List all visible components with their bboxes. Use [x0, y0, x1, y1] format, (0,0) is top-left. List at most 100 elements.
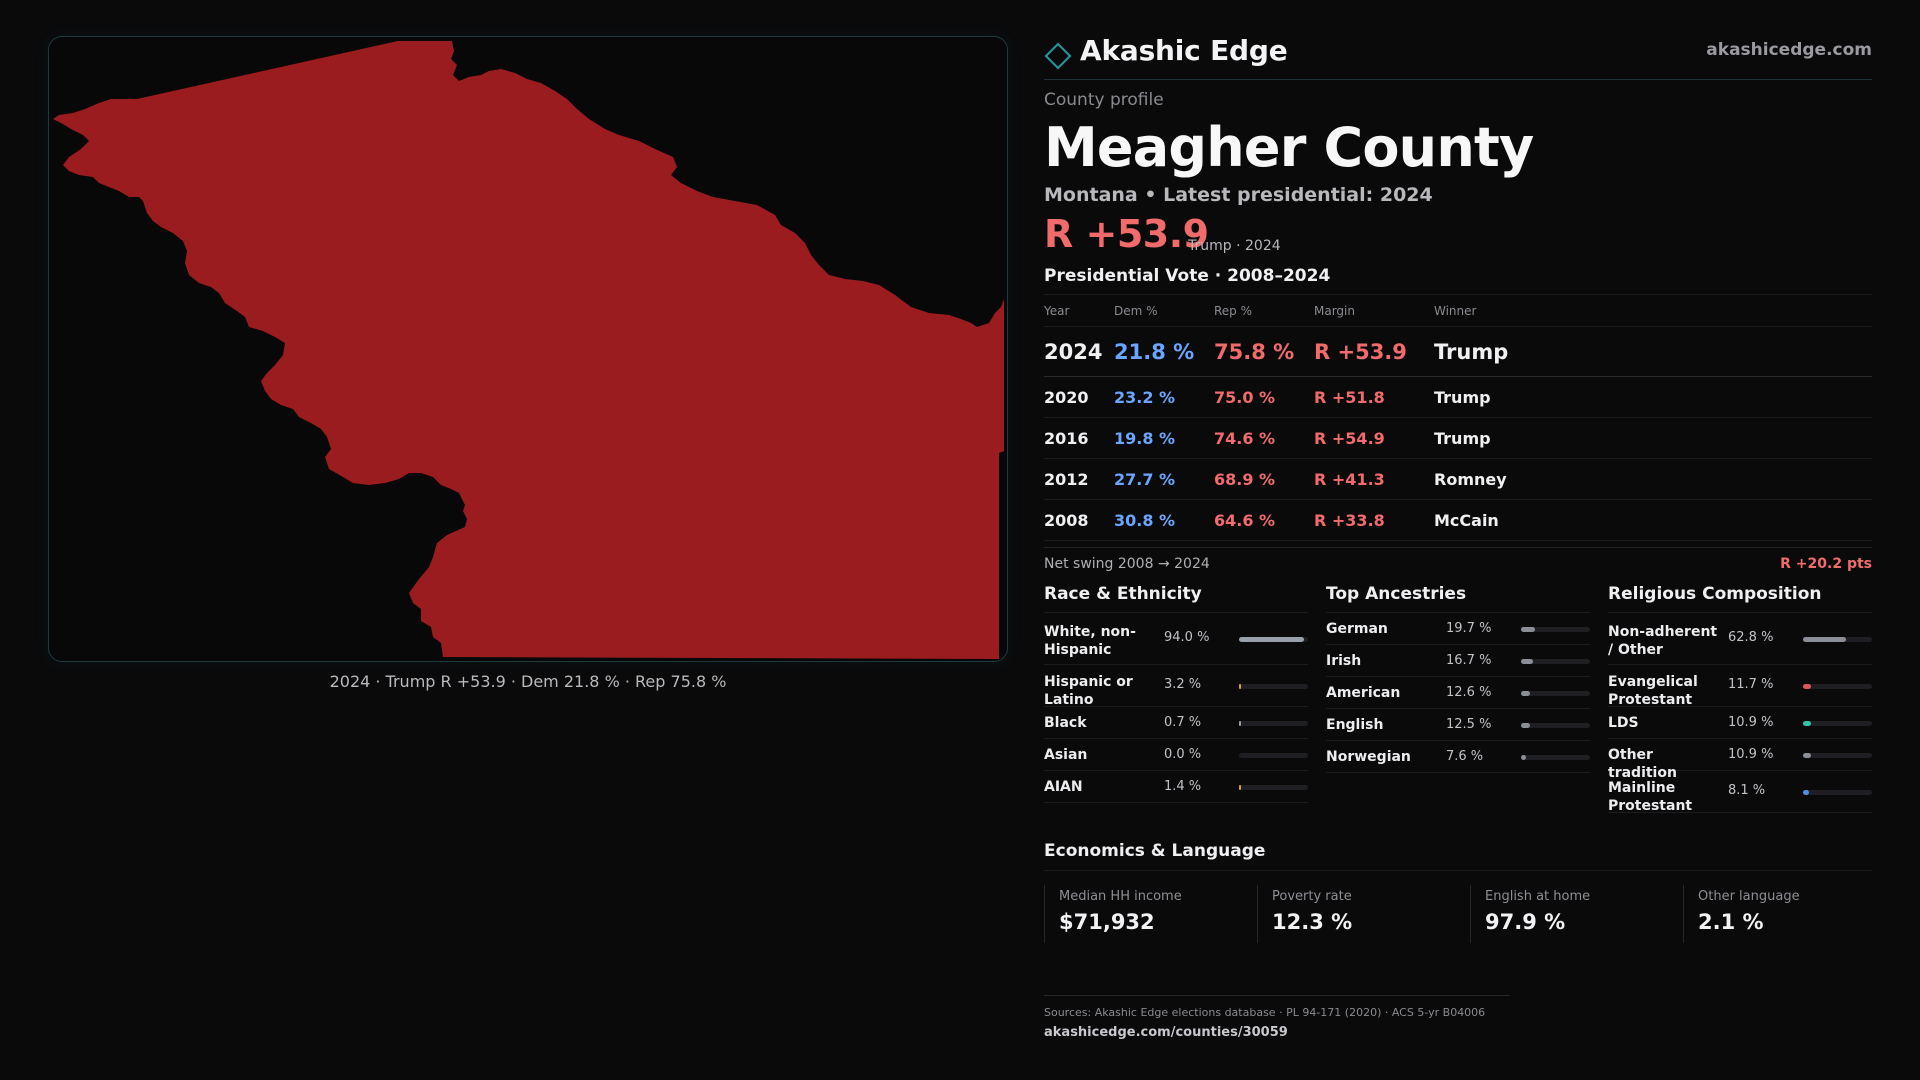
demo-percent: 10.9 % — [1728, 715, 1774, 730]
county-shape[interactable] — [53, 41, 1004, 659]
demo-percent: 12.6 % — [1446, 685, 1492, 700]
table-row: 2012 27.7 % 68.9 % R +41.3 Romney — [1044, 458, 1872, 500]
cell-winner: Trump — [1434, 376, 1872, 418]
page-title: Meagher County — [1044, 116, 1534, 179]
demo-bar-fill — [1803, 684, 1811, 689]
demo-bar-track — [1521, 659, 1590, 664]
county-permalink[interactable]: akashicedge.com/counties/30059 — [1044, 1025, 1288, 1040]
religion-section: Religious Composition Non-adherent / Oth… — [1608, 583, 1872, 814]
list-item: Mainline Protestant 8.1 % — [1608, 771, 1872, 814]
brand-name[interactable]: Akashic Edge — [1080, 34, 1288, 67]
demo-percent: 19.7 % — [1446, 621, 1492, 636]
demo-bar-fill — [1239, 785, 1241, 790]
list-item: Asian 0.0 % — [1044, 739, 1308, 771]
headline-margin-sub: Trump · 2024 — [1188, 238, 1281, 254]
demo-bar-track — [1239, 753, 1308, 758]
demo-label: Evangelical Protestant — [1608, 674, 1698, 708]
demo-bar-fill — [1239, 637, 1304, 642]
list-item: Evangelical Protestant 11.7 % — [1608, 665, 1872, 708]
cell-year: 2024 — [1044, 326, 1114, 377]
cell-margin: R +51.8 — [1314, 376, 1434, 418]
demo-bar-track — [1521, 691, 1590, 696]
demo-percent: 62.8 % — [1728, 630, 1774, 645]
headline-margin: R +53.9 — [1044, 212, 1209, 256]
demo-bar-track — [1803, 684, 1872, 689]
list-item: White, non-Hispanic 94.0 % — [1044, 613, 1308, 665]
map-caption: 2024 · Trump R +53.9 · Dem 21.8 % · Rep … — [329, 672, 727, 691]
county-map[interactable] — [49, 37, 1008, 662]
cell-rep: 75.0 % — [1214, 376, 1314, 418]
demo-bar-fill — [1803, 790, 1809, 795]
econ-stat-poverty: Poverty rate 12.3 % — [1257, 885, 1457, 943]
econ-stat-median-income: Median HH income $71,932 — [1044, 885, 1244, 943]
list-item: German 19.7 % — [1326, 613, 1590, 645]
profile-panel: Akashic Edge akashicedge.com County prof… — [1044, 30, 1872, 969]
list-item: Irish 16.7 % — [1326, 645, 1590, 677]
cell-margin: R +53.9 — [1314, 326, 1434, 377]
demo-label: Mainline Protestant — [1608, 780, 1693, 814]
demo-bar-track — [1239, 684, 1308, 689]
cell-margin: R +41.3 — [1314, 458, 1434, 500]
econ-label: Poverty rate — [1272, 889, 1352, 904]
demo-label: Norwegian — [1326, 749, 1411, 765]
demo-label: Black — [1044, 715, 1087, 731]
eyebrow-label: County profile — [1044, 90, 1164, 110]
econ-value: 97.9 % — [1485, 910, 1566, 934]
demo-label: American — [1326, 685, 1401, 701]
brand-url-link[interactable]: akashicedge.com — [1706, 40, 1872, 60]
vote-section-title: Presidential Vote · 2008–2024 — [1044, 266, 1331, 286]
table-row: 2008 30.8 % 64.6 % R +33.8 McCain — [1044, 499, 1872, 541]
demo-bar-track — [1239, 637, 1308, 642]
demo-percent: 11.7 % — [1728, 677, 1774, 692]
demo-bar-fill — [1521, 659, 1533, 664]
cell-year: 2016 — [1044, 417, 1114, 459]
demo-bar-track — [1239, 785, 1308, 790]
demo-percent: 0.0 % — [1164, 747, 1202, 762]
demo-bar-track — [1803, 790, 1872, 795]
cell-dem: 30.8 % — [1114, 499, 1214, 541]
list-item: Black 0.7 % — [1044, 707, 1308, 739]
demo-percent: 1.4 % — [1164, 779, 1202, 794]
econ-label: Other language — [1698, 889, 1800, 904]
cell-rep: 64.6 % — [1214, 499, 1314, 541]
table-row: 2020 23.2 % 75.0 % R +51.8 Trump — [1044, 376, 1872, 418]
net-swing-row: Net swing 2008 → 2024 R +20.2 pts — [1044, 547, 1872, 577]
cell-dem: 21.8 % — [1114, 326, 1214, 377]
demo-label: Hispanic or Latino — [1044, 674, 1133, 708]
demo-percent: 3.2 % — [1164, 677, 1202, 692]
demo-bar-track — [1239, 721, 1308, 726]
demo-bar-fill — [1803, 721, 1811, 726]
list-item: American 12.6 % — [1326, 677, 1590, 709]
demo-percent: 12.5 % — [1446, 717, 1492, 732]
ancestry-section-title: Top Ancestries — [1326, 583, 1590, 613]
cell-winner: Trump — [1434, 417, 1872, 459]
demo-label: English — [1326, 717, 1384, 733]
religion-section-title: Religious Composition — [1608, 583, 1872, 613]
net-swing-label: Net swing 2008 → 2024 — [1044, 556, 1210, 572]
demo-bar-track — [1521, 627, 1590, 632]
sources-footer: Sources: Akashic Edge elections database… — [1044, 995, 1510, 1040]
table-row: 2016 19.8 % 74.6 % R +54.9 Trump — [1044, 417, 1872, 459]
list-item: AIAN 1.4 % — [1044, 771, 1308, 803]
demo-bar-track — [1803, 753, 1872, 758]
cell-winner: Romney — [1434, 458, 1872, 500]
econ-label: English at home — [1485, 889, 1591, 904]
cell-dem: 19.8 % — [1114, 417, 1214, 459]
cell-dem: 27.7 % — [1114, 458, 1214, 500]
cell-year: 2020 — [1044, 376, 1114, 418]
cell-year: 2008 — [1044, 499, 1114, 541]
demo-percent: 16.7 % — [1446, 653, 1492, 668]
vote-table: Year Dem % Rep % Margin Winner 2024 21.8… — [1044, 294, 1872, 541]
demo-label: German — [1326, 621, 1388, 637]
brand-header: Akashic Edge akashicedge.com — [1044, 30, 1872, 80]
demo-label: Other tradition — [1608, 747, 1677, 781]
demo-label: LDS — [1608, 715, 1639, 731]
demo-label: Irish — [1326, 653, 1362, 669]
race-section-title: Race & Ethnicity — [1044, 583, 1308, 613]
demo-bar-fill — [1521, 755, 1526, 760]
demo-bar-fill — [1803, 753, 1811, 758]
column-header-year: Year — [1044, 294, 1114, 327]
demo-bar-track — [1521, 755, 1590, 760]
ancestries-section: Top Ancestries German 19.7 % Irish 16.7 % Am… — [1326, 583, 1590, 773]
demo-bar-fill — [1521, 627, 1535, 632]
